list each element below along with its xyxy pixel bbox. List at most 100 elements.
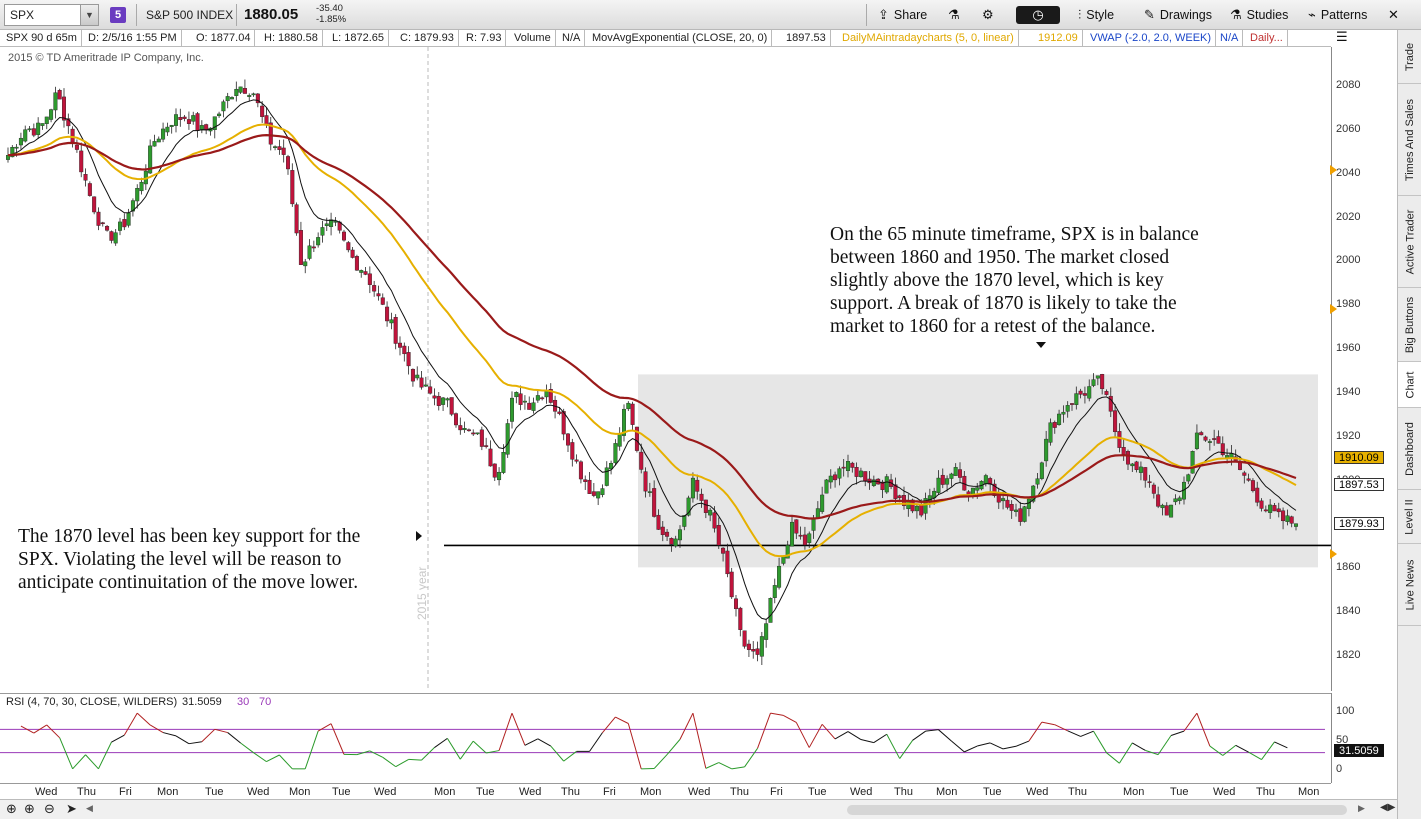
rsi-study-label[interactable]: RSI (4, 70, 30, CLOSE, WILDERS) xyxy=(6,696,178,708)
candle-body xyxy=(57,90,62,100)
daily-more-study[interactable]: Daily... xyxy=(1246,30,1288,47)
candle-body xyxy=(178,117,183,120)
candle-body xyxy=(372,285,377,292)
symbol-dropdown-button[interactable]: ▼ xyxy=(80,5,98,25)
candle-body xyxy=(751,649,756,652)
candle-body xyxy=(1212,438,1217,440)
zoom-in-icon[interactable]: ⊕ xyxy=(6,801,17,816)
candle-body xyxy=(87,183,92,196)
pct-change: -1.85% xyxy=(316,14,347,25)
style-button[interactable]: ⫶ Style xyxy=(1074,4,1118,26)
horizontal-scrollbar[interactable] xyxy=(847,805,1347,815)
scroll-right-icon[interactable]: ▶ xyxy=(1358,803,1365,813)
candle-body xyxy=(617,433,622,447)
side-tab-chart[interactable]: Chart xyxy=(1398,362,1421,408)
cursor-icon[interactable]: ➤ xyxy=(66,801,77,816)
volume-label[interactable]: Volume xyxy=(510,30,556,47)
candle-body xyxy=(398,342,403,348)
bar-high: H: 1880.58 xyxy=(260,30,323,47)
rsi-segment xyxy=(653,754,668,769)
time-axis-label: Wed xyxy=(35,786,58,798)
chart-description[interactable]: SPX 90 d 65m xyxy=(2,30,82,47)
settings-button[interactable]: ⚙ xyxy=(978,4,998,26)
candle-body xyxy=(729,571,734,598)
time-frame-button[interactable]: ◷ xyxy=(1016,6,1060,24)
rsi-segment xyxy=(1118,742,1133,764)
side-tab-live-news[interactable]: Live News xyxy=(1398,544,1421,626)
side-tab-dashboard[interactable]: Dashboard xyxy=(1398,408,1421,490)
candle-body xyxy=(238,86,243,93)
share-button[interactable]: ⇪ Share xyxy=(874,4,931,26)
price-axis[interactable]: 2080206020402020200019801960194019201900… xyxy=(1330,47,1397,691)
side-tab-active-trader[interactable]: Active Trader xyxy=(1398,196,1421,288)
flask-button[interactable]: ⚗ xyxy=(944,4,964,26)
rsi-segment xyxy=(795,722,810,748)
rsi-axis[interactable]: 100 50 0 31.5059 xyxy=(1331,693,1397,783)
studies-button[interactable]: ⚗ Studies xyxy=(1226,4,1292,26)
zoom-out-icon[interactable]: ⊖ xyxy=(44,801,55,816)
candle-body xyxy=(229,97,234,100)
expand-icon[interactable]: ◀▶ xyxy=(1380,802,1396,813)
index-name: S&P 500 INDEX xyxy=(146,8,234,22)
close-button[interactable]: ✕ xyxy=(1384,4,1403,26)
rsi-segment xyxy=(162,732,177,737)
candle-body xyxy=(768,597,773,623)
rsi-segment xyxy=(602,716,616,733)
candle-body xyxy=(1255,487,1260,503)
candle-body xyxy=(423,384,428,387)
time-axis-label: Thu xyxy=(1256,786,1275,798)
side-tab-big-buttons[interactable]: Big Buttons xyxy=(1398,288,1421,362)
time-axis[interactable]: Wed Thu Fri Mon Tue Wed Mon Tue Wed Mon Tue Wed Thu F… xyxy=(0,783,1331,799)
link-group-badge[interactable]: 5 xyxy=(110,7,126,23)
rsi-segment xyxy=(550,745,565,762)
ema-study[interactable]: MovAvgExponential (CLOSE, 20, 0) xyxy=(588,30,773,47)
time-axis-label: Fri xyxy=(119,786,132,798)
style-label: Style xyxy=(1086,8,1115,22)
candle-body xyxy=(324,223,329,227)
candle-body xyxy=(1173,498,1178,503)
candle-body xyxy=(454,413,459,426)
drawings-label: Drawings xyxy=(1159,8,1213,22)
zoom-in-icon[interactable]: ⊕ xyxy=(24,801,35,816)
alert-marker-icon[interactable] xyxy=(1330,549,1337,560)
time-axis-label: Thu xyxy=(561,786,580,798)
side-tab-trade[interactable]: Trade xyxy=(1398,30,1421,84)
candle-body xyxy=(716,525,721,546)
candle-body xyxy=(1276,508,1281,513)
candle-body xyxy=(1091,379,1096,386)
candle-body xyxy=(139,181,144,192)
daily-ma-study[interactable]: DailyMAintradaycharts (5, 0, linear) xyxy=(838,30,1019,47)
candle-body xyxy=(113,232,118,244)
symbol-input[interactable]: SPX xyxy=(4,4,99,26)
price-tick-label: 1820 xyxy=(1336,649,1361,662)
time-axis-label: Thu xyxy=(1068,786,1087,798)
balance-note-line: between 1860 and 1950. The market closed xyxy=(830,247,1170,268)
candle-body xyxy=(225,96,230,102)
price-tick-label: 2080 xyxy=(1336,78,1361,91)
menu-icon: ☰ xyxy=(1336,29,1348,44)
rsi-chart[interactable] xyxy=(0,693,1331,783)
alert-marker-icon[interactable] xyxy=(1330,303,1337,314)
candle-body xyxy=(647,491,652,493)
price-chart[interactable] xyxy=(0,47,1331,691)
patterns-button[interactable]: ⌁ Patterns xyxy=(1304,4,1371,26)
scroll-left-icon[interactable]: ◀ xyxy=(86,803,93,813)
rsi-value: 31.5059 xyxy=(182,696,222,708)
alert-marker-icon[interactable] xyxy=(1330,165,1337,176)
rsi-segment xyxy=(330,723,345,755)
drawings-button[interactable]: ✎ Drawings xyxy=(1140,4,1216,26)
side-tab-times-and-sales[interactable]: Times And Sales xyxy=(1398,84,1421,196)
study-menu-button[interactable]: ☰ xyxy=(1332,26,1352,48)
candle-body xyxy=(570,442,575,460)
time-axis-label: Fri xyxy=(603,786,616,798)
candle-body xyxy=(897,495,902,499)
candle-body xyxy=(548,389,553,403)
candle-body xyxy=(854,467,859,477)
price-tick-label: 2020 xyxy=(1336,210,1361,223)
side-tab-level-ii[interactable]: Level II xyxy=(1398,490,1421,544)
candle-body xyxy=(1044,438,1049,462)
candle-body xyxy=(1220,443,1225,456)
vwap-study[interactable]: VWAP (-2.0, 2.0, WEEK) xyxy=(1086,30,1217,47)
ema-20-line xyxy=(7,99,1297,620)
candle-body xyxy=(660,526,665,536)
